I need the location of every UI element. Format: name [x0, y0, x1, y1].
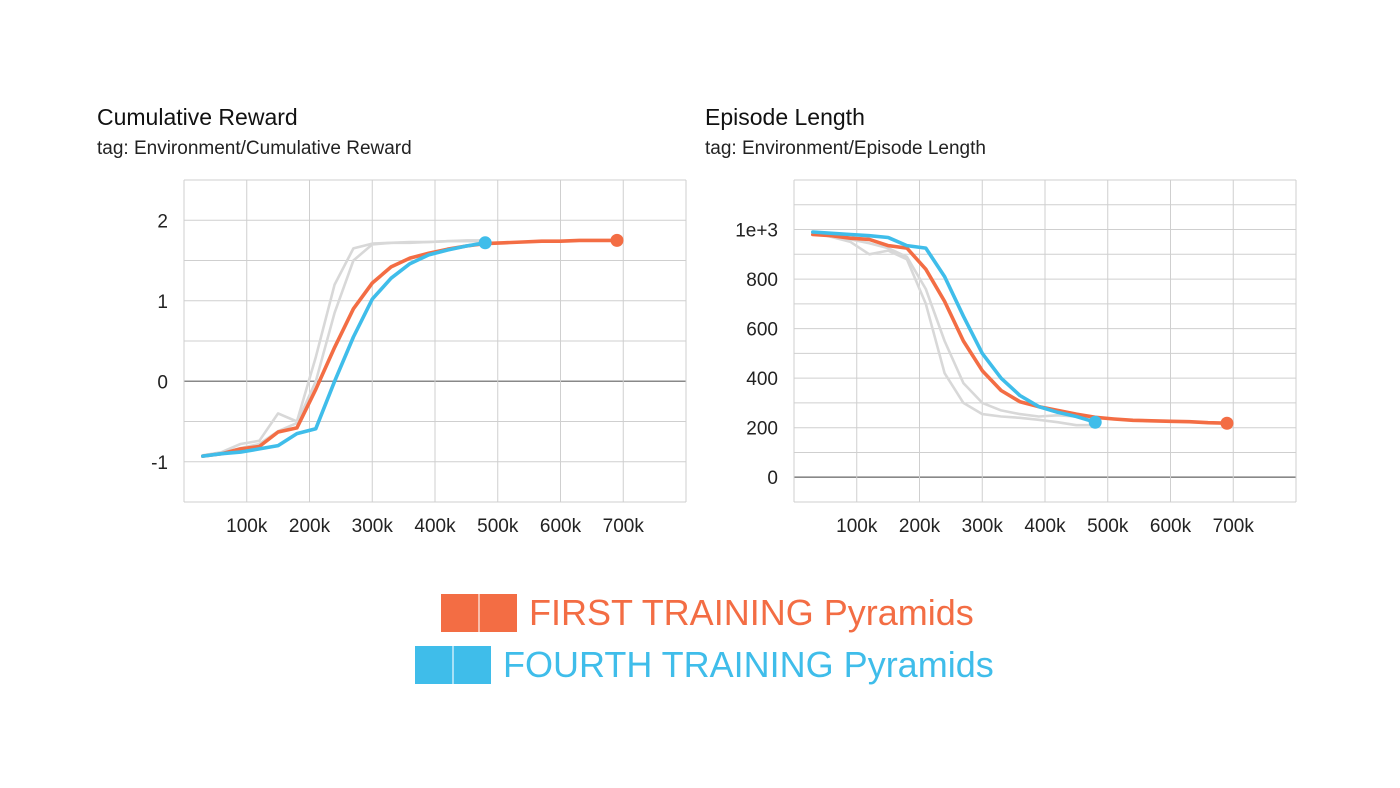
- y-tick-label: 0: [157, 372, 168, 393]
- raw-series-line: [811, 230, 1097, 427]
- y-tick-label: 800: [746, 270, 778, 291]
- raw-series-line: [811, 232, 1097, 419]
- y-tick-label: 200: [746, 419, 778, 440]
- legend-item-first-training: FIRST TRAINING Pyramids: [441, 592, 974, 634]
- x-tick-label: 100k: [226, 516, 268, 537]
- episode-length-chart: 100k 200k 300k 400k 500k 600k 700k 0 200 400 600 80…: [735, 179, 1297, 537]
- y-tick-label: 2: [157, 211, 168, 232]
- y-tick-label: 1: [157, 292, 168, 313]
- x-tick-label: 200k: [289, 516, 331, 537]
- x-tick-label: 600k: [540, 516, 582, 537]
- raw-series-line: [201, 239, 487, 457]
- series-end-marker: [610, 233, 624, 247]
- legend-label: FOURTH TRAINING Pyramids: [503, 644, 994, 685]
- x-tick-label: 100k: [836, 516, 878, 537]
- series-end-marker: [1220, 416, 1234, 430]
- chart-title: Episode Length: [705, 104, 865, 130]
- chart-subtitle: tag: Environment/Episode Length: [705, 138, 986, 159]
- x-tick-label: 500k: [477, 516, 519, 537]
- x-tick-label: 600k: [1150, 516, 1192, 537]
- series-line: [811, 232, 1229, 425]
- chart-subtitle: tag: Environment/Cumulative Reward: [97, 138, 412, 159]
- legend-swatch: [415, 646, 491, 684]
- series-end-marker: [478, 236, 492, 250]
- chart-title: Cumulative Reward: [97, 104, 298, 130]
- y-tick-label: 400: [746, 369, 778, 390]
- raw-series-line: [201, 239, 487, 458]
- y-tick-label: -1: [151, 453, 168, 474]
- series-end-marker: [1088, 415, 1102, 429]
- series-line: [811, 230, 1097, 424]
- series-line: [201, 238, 619, 458]
- y-tick-label: 600: [746, 320, 778, 341]
- legend-swatch: [441, 594, 517, 632]
- series-line: [201, 241, 487, 458]
- x-tick-label: 200k: [899, 516, 941, 537]
- y-tick-label: 1e+3: [735, 221, 778, 242]
- x-tick-label: 300k: [352, 516, 394, 537]
- x-tick-label: 700k: [1213, 516, 1255, 537]
- x-tick-label: 700k: [603, 516, 645, 537]
- legend-item-fourth-training: FOURTH TRAINING Pyramids: [415, 644, 994, 686]
- cumulative-reward-chart: 100k 200k 300k 400k 500k 600k 700k -1 0 1 2: [151, 179, 687, 537]
- legend-label: FIRST TRAINING Pyramids: [529, 592, 974, 633]
- x-tick-label: 400k: [1024, 516, 1066, 537]
- y-tick-label: 0: [767, 468, 778, 489]
- x-tick-label: 300k: [962, 516, 1004, 537]
- x-tick-label: 500k: [1087, 516, 1129, 537]
- x-tick-label: 400k: [414, 516, 456, 537]
